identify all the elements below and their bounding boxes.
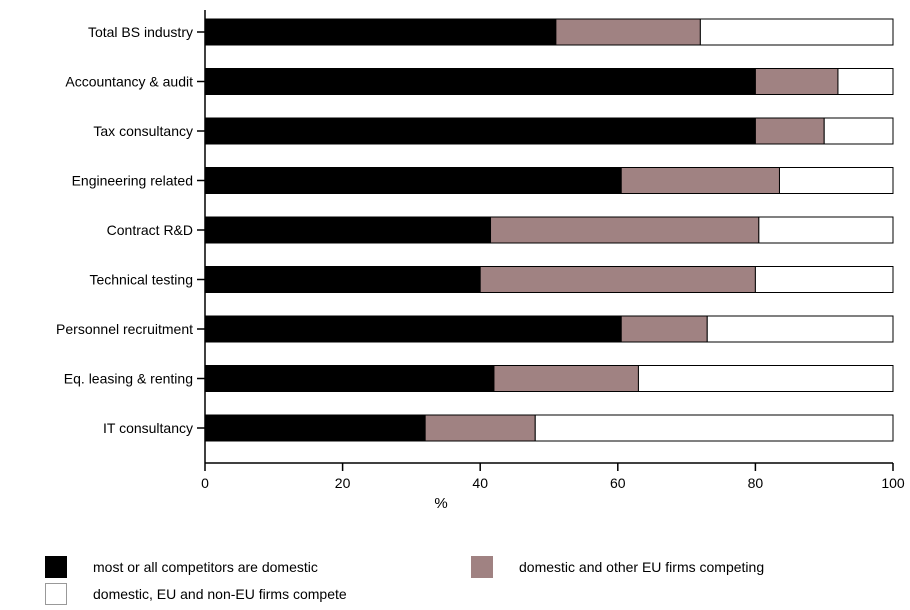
bar-technical-testing-series-3 bbox=[754, 266, 894, 293]
bar-accountancy-audit-series-3 bbox=[837, 68, 894, 95]
bar-engineering-related-series-3 bbox=[778, 167, 894, 194]
bar-engineering-related-series-1 bbox=[204, 167, 622, 194]
bar-tax-consultancy-series-2 bbox=[754, 117, 825, 145]
category-label-accountancy-audit: Accountancy & audit bbox=[65, 74, 193, 90]
bar-contract-r-d-series-1 bbox=[204, 216, 492, 244]
bar-accountancy-audit-series-2 bbox=[754, 68, 839, 95]
bar-it-consultancy-series-2 bbox=[424, 414, 536, 442]
category-label-contract-r-d: Contract R&D bbox=[107, 222, 193, 238]
bar-personnel-recruitment-series-1 bbox=[204, 315, 622, 343]
bar-contract-r-d-series-3 bbox=[758, 216, 894, 244]
bars-group bbox=[204, 18, 894, 442]
category-labels: Total BS industry Accountancy & audit Tax … bbox=[56, 24, 193, 436]
bar-it-consultancy-series-3 bbox=[534, 414, 894, 442]
x-axis-title: % bbox=[434, 495, 447, 512]
category-label-technical-testing: Technical testing bbox=[89, 272, 193, 288]
bar-eq-leasing-renting-series-1 bbox=[204, 365, 495, 392]
bar-eq-leasing-renting-series-2 bbox=[493, 365, 639, 392]
bar-engineering-related-series-2 bbox=[620, 167, 780, 194]
bar-total-bs-industry-series-2 bbox=[555, 18, 701, 46]
bar-accountancy-audit-series-1 bbox=[204, 68, 756, 95]
category-label-eq-leasing-renting: Eq. leasing & renting bbox=[64, 371, 193, 387]
x-tick-label-40: 40 bbox=[472, 475, 488, 491]
x-tick-label-80: 80 bbox=[748, 475, 764, 491]
x-tick-label-100: 100 bbox=[881, 475, 905, 491]
x-tick-label-20: 20 bbox=[335, 475, 351, 491]
category-label-it-consultancy: IT consultancy bbox=[103, 420, 193, 436]
bar-technical-testing-series-2 bbox=[479, 266, 756, 293]
category-label-tax-consultancy: Tax consultancy bbox=[93, 123, 193, 139]
category-label-total-bs-industry: Total BS industry bbox=[88, 24, 193, 40]
bar-technical-testing-series-1 bbox=[204, 266, 481, 293]
category-label-personnel-recruitment: Personnel recruitment bbox=[56, 321, 193, 337]
bar-total-bs-industry-series-3 bbox=[699, 18, 894, 46]
bar-it-consultancy-series-1 bbox=[204, 414, 426, 442]
bar-total-bs-industry-series-1 bbox=[204, 18, 557, 46]
bar-contract-r-d-series-2 bbox=[490, 216, 760, 244]
x-tick-label-60: 60 bbox=[610, 475, 626, 491]
axes-group: 0 20 40 60 80 100 bbox=[197, 10, 905, 491]
bar-tax-consultancy-series-1 bbox=[204, 117, 756, 145]
bar-personnel-recruitment-series-3 bbox=[706, 315, 894, 343]
bar-tax-consultancy-series-3 bbox=[823, 117, 894, 145]
category-label-engineering-related: Engineering related bbox=[72, 173, 193, 189]
x-tick-label-0: 0 bbox=[201, 475, 209, 491]
bar-personnel-recruitment-series-2 bbox=[620, 315, 708, 343]
bar-eq-leasing-renting-series-3 bbox=[637, 365, 894, 392]
